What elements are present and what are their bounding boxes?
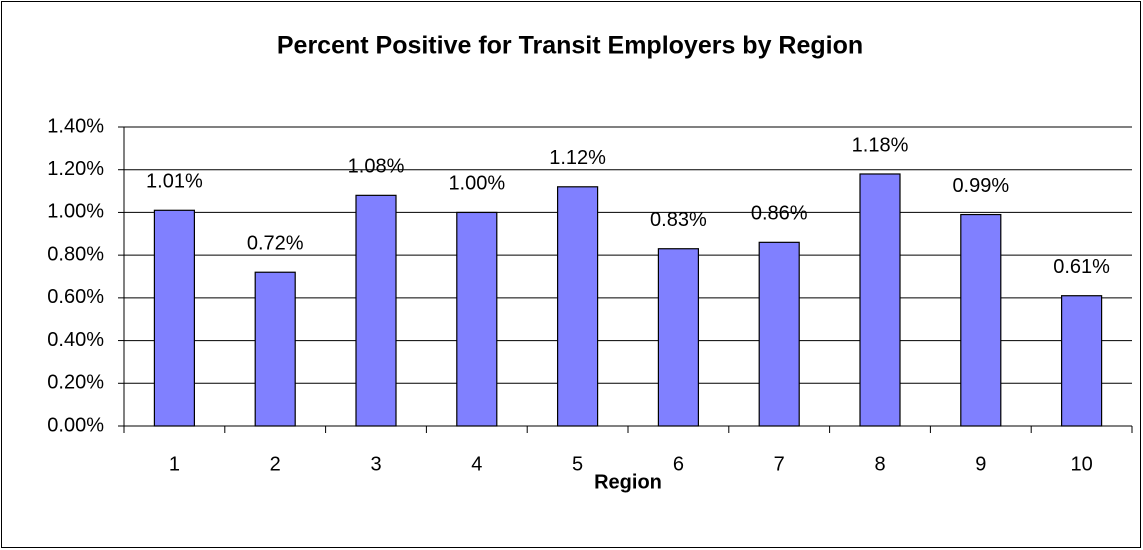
- data-label: 1.12%: [549, 147, 606, 169]
- y-tick-label: 1.40%: [47, 115, 104, 137]
- x-tick-label: 4: [471, 453, 482, 475]
- y-tick-label: 0.80%: [47, 243, 104, 265]
- x-tick-label: 2: [270, 453, 281, 475]
- bar: [1060, 295, 1103, 427]
- bar: [456, 211, 498, 427]
- data-label: 1.00%: [448, 173, 505, 195]
- x-tick-label: 9: [975, 453, 986, 475]
- y-tick-label: 0.40%: [47, 329, 104, 351]
- x-tick-label: 8: [874, 453, 885, 475]
- data-label: 0.86%: [751, 203, 808, 225]
- x-tick-label: 10: [1070, 453, 1092, 475]
- bar: [960, 213, 1002, 427]
- x-tick-label: 7: [774, 453, 785, 475]
- x-axis-label: Region: [594, 471, 662, 493]
- data-label: 0.72%: [247, 233, 304, 255]
- data-label: 1.18%: [852, 134, 909, 156]
- x-tick-label: 1: [169, 453, 180, 475]
- x-tick-label: 6: [673, 453, 684, 475]
- bar: [153, 209, 195, 427]
- bar: [556, 186, 599, 427]
- data-label: 0.61%: [1053, 256, 1110, 278]
- bar: [657, 248, 700, 427]
- y-tick-label: 0.00%: [47, 414, 104, 436]
- data-label: 0.83%: [650, 209, 707, 231]
- y-tick-label: 0.20%: [47, 372, 104, 394]
- data-label: 1.08%: [348, 156, 405, 178]
- x-tick-label: 3: [370, 453, 381, 475]
- bar: [355, 194, 397, 427]
- bar: [859, 173, 901, 427]
- data-label: 0.99%: [952, 175, 1009, 197]
- y-tick-label: 1.00%: [47, 201, 104, 223]
- data-label: 1.01%: [146, 171, 203, 193]
- bar: [758, 241, 800, 427]
- chart-title: Percent Positive for Transit Employers b…: [277, 32, 863, 60]
- bar: [254, 271, 296, 427]
- x-tick-label: 5: [572, 453, 583, 475]
- y-tick-label: 1.20%: [47, 158, 104, 180]
- y-tick-label: 0.60%: [47, 286, 104, 308]
